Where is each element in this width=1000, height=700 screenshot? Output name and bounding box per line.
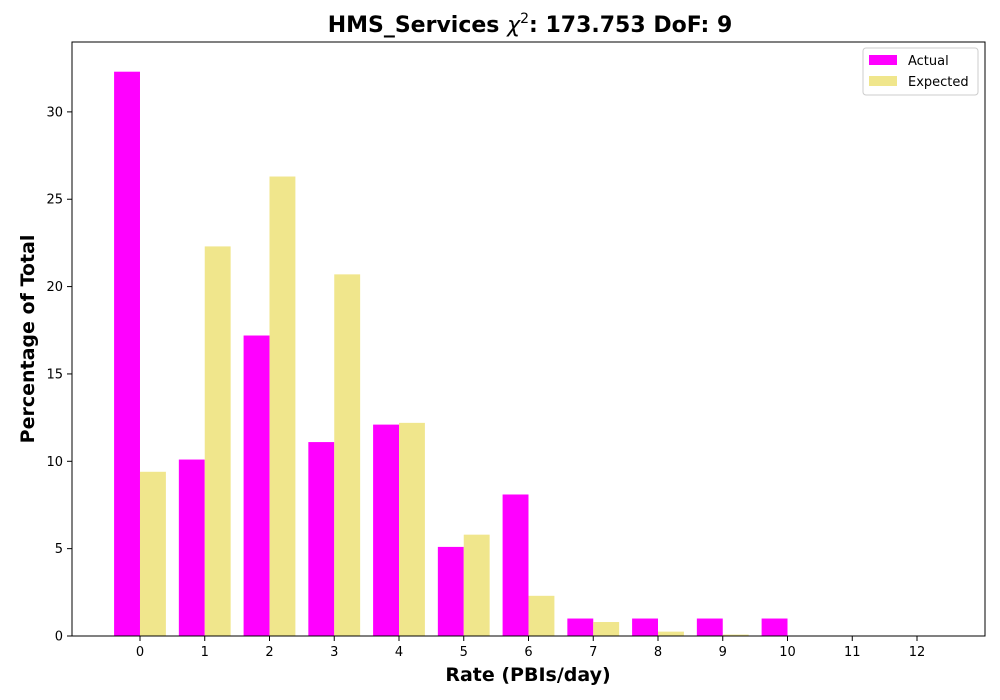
x-tick-label: 1 bbox=[201, 645, 209, 660]
title-prefix: HMS_Services bbox=[328, 13, 507, 38]
title-suffix: : 173.753 DoF: 9 bbox=[529, 13, 732, 38]
bar-actual-2 bbox=[243, 335, 270, 636]
bar-actual-1 bbox=[178, 459, 205, 636]
x-tick-label: 6 bbox=[524, 645, 532, 660]
y-tick-label: 30 bbox=[46, 105, 63, 120]
bar-expected-6 bbox=[528, 595, 555, 636]
y-tick-label: 15 bbox=[46, 367, 63, 382]
bar-expected-8 bbox=[658, 631, 684, 636]
x-tick-label: 0 bbox=[136, 645, 144, 660]
bar-expected-1 bbox=[204, 246, 231, 636]
x-tick-label: 10 bbox=[779, 645, 796, 660]
x-tick-label: 2 bbox=[265, 645, 273, 660]
bar-actual-10 bbox=[761, 618, 788, 636]
bar-actual-8 bbox=[632, 618, 658, 636]
legend-swatch-expected bbox=[869, 76, 897, 86]
x-tick-label: 5 bbox=[460, 645, 468, 660]
y-tick-label: 10 bbox=[46, 455, 63, 470]
x-tick-label: 9 bbox=[719, 645, 727, 660]
bar-actual-4 bbox=[373, 424, 399, 636]
bars-group bbox=[114, 71, 814, 636]
bar-expected-4 bbox=[399, 422, 425, 636]
bar-actual-7 bbox=[567, 618, 594, 636]
bar-actual-3 bbox=[308, 442, 335, 636]
x-axis-label: Rate (PBIs/day) bbox=[445, 664, 610, 686]
bar-expected-9 bbox=[722, 634, 749, 636]
bar-expected-5 bbox=[463, 534, 490, 636]
bar-actual-9 bbox=[696, 618, 723, 636]
y-tick-label: 20 bbox=[46, 280, 63, 295]
x-tick-label: 4 bbox=[395, 645, 403, 660]
x-tick-label: 3 bbox=[330, 645, 338, 660]
legend-label-actual: Actual bbox=[908, 54, 949, 69]
bar-expected-2 bbox=[269, 176, 296, 636]
title-superscript: 2 bbox=[520, 11, 529, 27]
y-tick-label: 0 bbox=[55, 630, 63, 645]
chart-title: HMS_Services χ2: 173.753 DoF: 9 bbox=[328, 11, 733, 38]
x-tick-label: 11 bbox=[844, 645, 861, 660]
y-ticks-group: 0 5 10 15 20 25 30 bbox=[46, 105, 72, 645]
x-tick-label: 8 bbox=[654, 645, 662, 660]
bar-expected-7 bbox=[593, 622, 620, 636]
bar-actual-6 bbox=[502, 494, 529, 636]
x-tick-label: 12 bbox=[909, 645, 926, 660]
bar-actual-0 bbox=[114, 71, 140, 636]
plot-frame bbox=[71, 41, 986, 637]
y-axis-label: Percentage of Total bbox=[17, 235, 39, 444]
x-tick-label: 7 bbox=[589, 645, 597, 660]
legend-label-expected: Expected bbox=[908, 75, 969, 90]
x-ticks-group: 0 1 2 3 4 5 6 7 8 9 10 11 12 bbox=[136, 636, 925, 660]
bar-expected-0 bbox=[139, 471, 166, 636]
bar-actual-5 bbox=[437, 546, 464, 636]
bar-expected-3 bbox=[334, 274, 361, 636]
title-chi: χ bbox=[506, 13, 521, 38]
y-tick-label: 25 bbox=[46, 193, 63, 208]
legend-swatch-actual bbox=[869, 55, 897, 65]
legend: Actual Expected bbox=[862, 47, 979, 96]
y-tick-label: 5 bbox=[55, 542, 63, 557]
